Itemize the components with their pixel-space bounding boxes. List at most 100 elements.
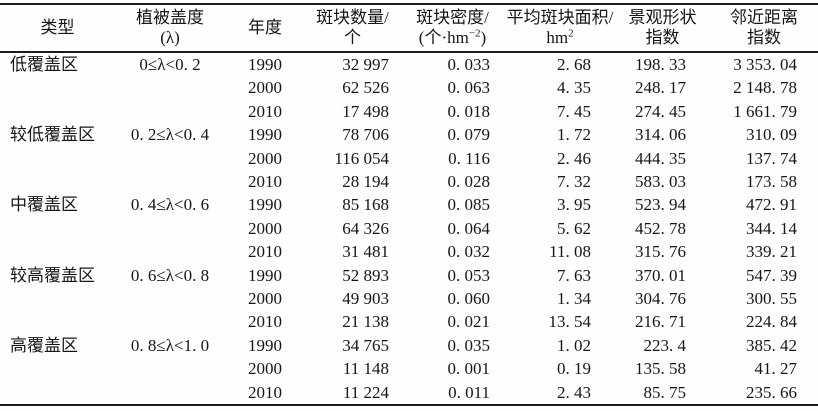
table-row: 2010 28 194 0. 028 7. 32 583. 03 173. 58	[0, 170, 818, 193]
table-body: 低覆盖区 0≤λ<0. 2 1990 32 997 0. 033 2. 68 1…	[0, 52, 818, 405]
cell-patch-density: 0. 033	[447, 55, 491, 74]
cell-patch-count: 85 168	[342, 195, 389, 215]
cell-patch-density: 0. 032	[447, 242, 491, 262]
cell-patch-count: 11 224	[342, 382, 389, 402]
cell-proximity-index: 385. 42	[746, 335, 797, 355]
table-row: 2010 11 224 0. 011 2. 43 85. 75 235. 66	[0, 381, 818, 405]
cell-year: 2000	[248, 218, 282, 238]
cell-patch-density: 0. 001	[447, 359, 491, 379]
landscape-metrics-table: 类型 植被盖度 (λ) 年度 斑块数量/ 个 斑块密度/ (个·hm−2)	[0, 3, 818, 407]
cell-year: 1990	[248, 265, 282, 285]
table-row: 2010 17 498 0. 018 7. 45 274. 45 1 661. …	[0, 100, 818, 123]
cell-patch-count: 11 148	[342, 359, 389, 379]
cell-year: 2010	[248, 382, 282, 402]
cell-patch-count: 64 326	[342, 218, 389, 238]
cell-avg-patch-area: 7. 32	[557, 172, 591, 192]
cell-coverage-range: 0. 4≤λ<0. 6	[130, 195, 210, 215]
cell-landscape-shape-index: 315. 76	[635, 242, 686, 262]
cell-year: 1990	[248, 55, 282, 74]
cell-avg-patch-area: 7. 63	[557, 265, 591, 285]
cell-coverage-range: 0. 8≤λ<1. 0	[130, 335, 210, 355]
header-landscape-shape-index: 景观形状 指数	[615, 4, 710, 53]
table-row: 2010 21 138 0. 021 13. 54 216. 71 224. 8…	[0, 310, 818, 333]
table-row: 较低覆盖区 0. 2≤λ<0. 4 1990 78 706 0. 079 1. …	[0, 123, 818, 146]
cell-patch-count: 28 194	[342, 172, 389, 192]
cell-landscape-shape-index: 370. 01	[635, 265, 686, 285]
cell-avg-patch-area: 4. 35	[557, 78, 591, 98]
cell-year: 1990	[248, 125, 282, 145]
cell-coverage-range: 0≤λ<0. 2	[139, 55, 201, 74]
cell-proximity-index: 137. 74	[746, 148, 797, 168]
cell-patch-density: 0. 053	[447, 265, 491, 285]
superscript: −2	[468, 27, 481, 40]
table-header: 类型 植被盖度 (λ) 年度 斑块数量/ 个 斑块密度/ (个·hm−2)	[0, 4, 818, 53]
cell-avg-patch-area: 3. 95	[557, 195, 591, 215]
cell-patch-density: 0. 079	[447, 125, 491, 145]
table-row: 2010 31 481 0. 032 11. 08 315. 76 339. 2…	[0, 240, 818, 263]
cell-landscape-shape-index: 198. 33	[635, 55, 686, 74]
cell-landscape-shape-index: 223. 4	[643, 335, 687, 355]
cell-patch-count: 32 997	[342, 55, 389, 74]
superscript: 2	[568, 27, 574, 40]
cell-avg-patch-area: 5. 62	[557, 218, 591, 238]
cell-proximity-index: 339. 21	[746, 242, 797, 262]
cell-year: 2010	[248, 172, 282, 192]
cell-avg-patch-area: 7. 45	[557, 101, 591, 121]
cell-proximity-index: 41. 27	[754, 359, 798, 379]
cell-proximity-index: 2 148. 78	[733, 78, 797, 98]
cell-landscape-shape-index: 583. 03	[635, 172, 686, 192]
table-row: 低覆盖区 0≤λ<0. 2 1990 32 997 0. 033 2. 68 1…	[0, 52, 818, 76]
cell-avg-patch-area: 1. 34	[557, 289, 591, 309]
cell-patch-density: 0. 035	[447, 335, 491, 355]
header-year: 年度	[225, 4, 305, 53]
cell-patch-density: 0. 011	[448, 382, 490, 402]
header-proximity-index: 邻近距离 指数	[710, 4, 818, 53]
table-row: 2000 62 526 0. 063 4. 35 248. 17 2 148. …	[0, 76, 818, 99]
table-row: 2000 49 903 0. 060 1. 34 304. 76 300. 55	[0, 287, 818, 310]
cell-proximity-index: 173. 58	[746, 172, 797, 192]
cell-landscape-shape-index: 248. 17	[635, 78, 686, 98]
cell-landscape-shape-index: 135. 58	[635, 359, 686, 379]
table-row: 中覆盖区 0. 4≤λ<0. 6 1990 85 168 0. 085 3. 9…	[0, 193, 818, 216]
cell-patch-density: 0. 063	[447, 78, 491, 98]
cell-landscape-shape-index: 85. 75	[643, 382, 687, 402]
cell-year: 2000	[248, 148, 282, 168]
cell-year: 2000	[248, 289, 282, 309]
cell-avg-patch-area: 0. 19	[557, 359, 591, 379]
header-row: 类型 植被盖度 (λ) 年度 斑块数量/ 个 斑块密度/ (个·hm−2)	[0, 4, 818, 53]
cell-year: 2010	[248, 242, 282, 262]
cell-proximity-index: 547. 39	[746, 265, 797, 285]
cell-avg-patch-area: 2. 68	[557, 55, 591, 74]
header-avg-patch-area: 平均斑块面积/ hm2	[505, 4, 615, 53]
cell-year: 2010	[248, 101, 282, 121]
cell-year: 2010	[248, 312, 282, 332]
cell-patch-density: 0. 021	[447, 312, 491, 332]
header-patch-count: 斑块数量/ 个	[305, 4, 400, 53]
cell-patch-count: 52 893	[342, 265, 389, 285]
cell-landscape-shape-index: 452. 78	[635, 218, 686, 238]
header-coverage: 植被盖度 (λ)	[115, 4, 225, 53]
cell-proximity-index: 235. 66	[746, 382, 797, 402]
cell-coverage-type: 中覆盖区	[10, 195, 78, 215]
cell-patch-count: 21 138	[342, 312, 389, 332]
cell-avg-patch-area: 13. 54	[548, 312, 592, 332]
cell-patch-count: 31 481	[342, 242, 389, 262]
cell-patch-count: 49 903	[342, 289, 389, 309]
cell-patch-density: 0. 064	[447, 218, 491, 238]
table-row: 2000 64 326 0. 064 5. 62 452. 78 344. 14	[0, 217, 818, 240]
cell-coverage-range: 0. 2≤λ<0. 4	[130, 125, 210, 145]
cell-proximity-index: 1 661. 79	[733, 101, 797, 121]
cell-coverage-type: 较高覆盖区	[10, 265, 95, 285]
cell-landscape-shape-index: 523. 94	[635, 195, 686, 215]
cell-proximity-index: 300. 55	[746, 289, 797, 309]
cell-year: 1990	[248, 195, 282, 215]
cell-proximity-index: 310. 09	[746, 125, 797, 145]
cell-coverage-type: 较低覆盖区	[10, 125, 95, 145]
cell-patch-density: 0. 018	[447, 101, 491, 121]
cell-landscape-shape-index: 304. 76	[635, 289, 686, 309]
cell-patch-count: 17 498	[342, 101, 389, 121]
cell-patch-count: 34 765	[342, 335, 389, 355]
header-patch-density: 斑块密度/ (个·hm−2)	[400, 4, 505, 53]
cell-proximity-index: 472. 91	[746, 195, 797, 215]
header-type: 类型	[0, 4, 115, 53]
